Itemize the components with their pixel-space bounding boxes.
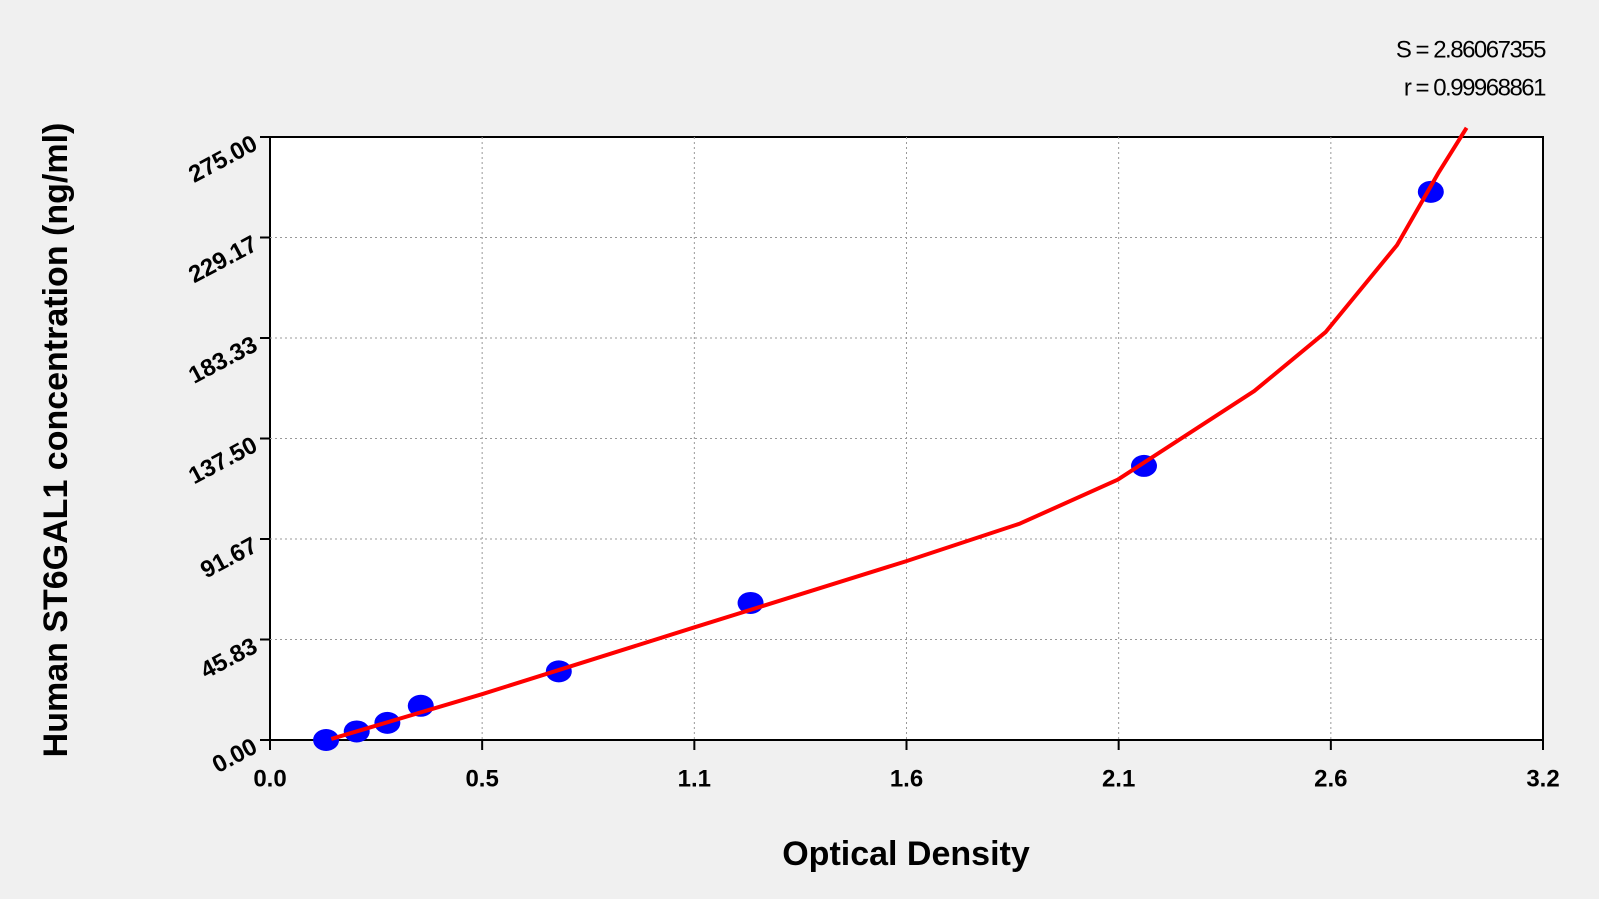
y-axis-label: Human ST6GAL1 concentration (ng/ml) [37,123,75,758]
x-tick-label: 1.6 [890,765,923,792]
x-axis-label: Optical Density [782,835,1030,873]
x-tick-label: 0.5 [465,765,498,792]
x-tick-label: 2.1 [1102,765,1135,792]
x-tick-label: 1.1 [678,765,711,792]
x-tick-label: 2.6 [1314,765,1347,792]
x-tick-label: 0.0 [253,765,286,792]
annotation: S = 2.86067355 [1396,36,1546,63]
x-tick-label: 3.2 [1526,765,1559,792]
data-point [313,729,340,751]
annotation: r = 0.99968861 [1404,74,1546,101]
fit-curve [330,126,1469,741]
